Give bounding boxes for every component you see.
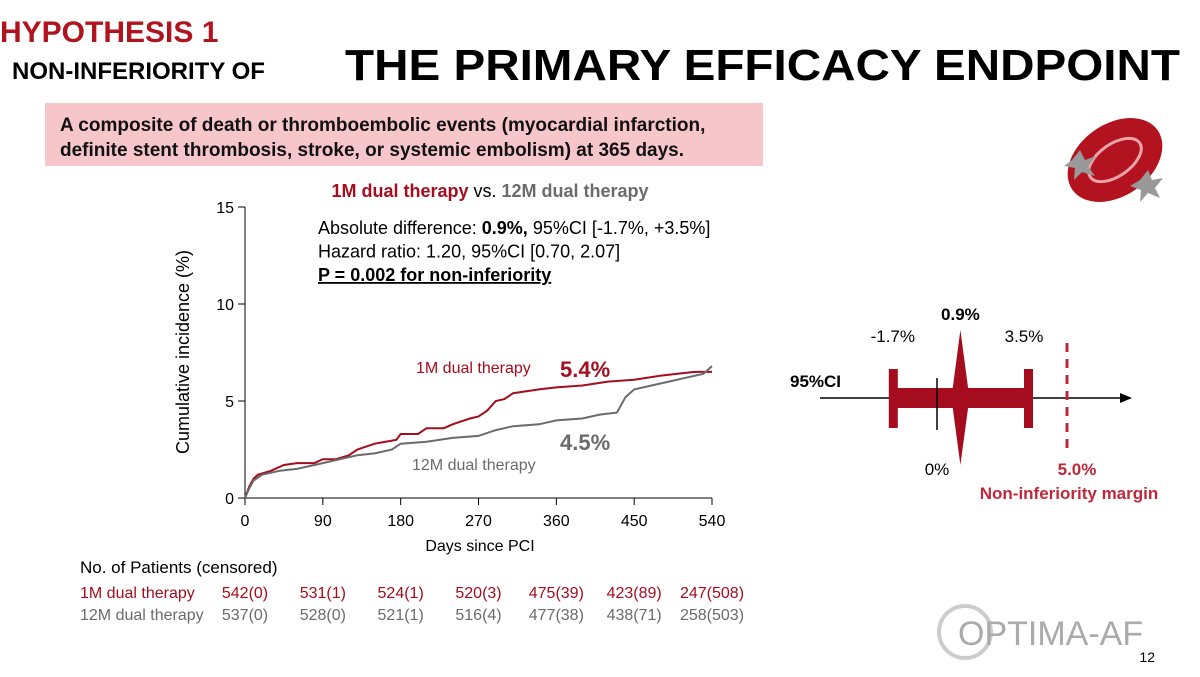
series-label: 12M dual therapy bbox=[412, 457, 536, 474]
title-part: 12M dual therapy bbox=[502, 181, 649, 201]
forest-arrow bbox=[1120, 393, 1132, 403]
ci-label: 95%CI bbox=[790, 372, 841, 391]
risk-row-name: 12M dual therapy bbox=[80, 607, 204, 624]
margin-text: Non-inferiority margin bbox=[980, 484, 1159, 503]
brand: OPTIMA-AF bbox=[937, 604, 1143, 660]
definition-line: definite stent thrombosis, stroke, or sy… bbox=[60, 140, 684, 161]
series-line bbox=[244, 365, 713, 499]
forest-plot: 95%CI -1.7% 3.5% 0.9% 0% 5.0% Non-inferiority … bbox=[790, 305, 1158, 503]
x-axis-label: Days since PCI bbox=[425, 538, 534, 555]
y-axis-label: Cumulative incidence (%) bbox=[173, 250, 193, 454]
x-tick-label: 270 bbox=[465, 513, 492, 530]
risk-cell: 258(503) bbox=[680, 607, 744, 624]
risk-table-title: No. of Patients (censored) bbox=[80, 558, 277, 577]
ci-low-label: -1.7% bbox=[871, 327, 915, 346]
title-part: 1M dual therapy bbox=[331, 181, 468, 201]
stats-line: Absolute difference: 0.9%, 95%CI [-1.7%,… bbox=[318, 218, 710, 238]
risk-cell: 516(4) bbox=[455, 607, 501, 624]
title-large: THE PRIMARY EFFICACY ENDPOINT bbox=[345, 41, 1180, 90]
x-tick-label: 360 bbox=[543, 513, 570, 530]
series-line bbox=[244, 370, 712, 499]
risk-cell: 531(1) bbox=[300, 585, 346, 602]
risk-cell: 423(89) bbox=[607, 585, 662, 602]
series-final-label: 4.5% bbox=[560, 430, 610, 455]
zero-label: 0% bbox=[925, 460, 950, 479]
title-part: vs. bbox=[468, 181, 501, 201]
definition-line: A composite of death or thromboembolic e… bbox=[60, 115, 705, 136]
risk-cell: 475(39) bbox=[529, 585, 584, 602]
risk-cell: 438(71) bbox=[607, 607, 662, 624]
x-tick-label: 180 bbox=[387, 513, 414, 530]
definition-box bbox=[45, 103, 763, 166]
risk-row-name: 1M dual therapy bbox=[80, 585, 195, 602]
estimate-diamond bbox=[951, 330, 970, 465]
brand-text: OPTIMA-AF bbox=[958, 615, 1143, 653]
risk-cell: 477(38) bbox=[529, 607, 584, 624]
ci-high-label: 3.5% bbox=[1005, 327, 1044, 346]
title-small: NON-INFERIORITY OF bbox=[12, 58, 265, 85]
kicker: HYPOTHESIS 1 bbox=[0, 16, 218, 49]
risk-cell: 528(0) bbox=[300, 607, 346, 624]
stats-part: 95%CI [-1.7%, +3.5%] bbox=[528, 218, 711, 238]
stats-part: Hazard ratio: 1.20, 95%CI [0.70, 2.07] bbox=[318, 242, 620, 262]
chart: 1M dual therapy vs. 12M dual therapy Abso… bbox=[80, 181, 744, 624]
stats-part: 0.9%, bbox=[482, 218, 528, 238]
risk-cell: 247(508) bbox=[680, 585, 744, 602]
stats-line: P = 0.002 for non-inferiority bbox=[318, 265, 551, 285]
y-tick-label: 0 bbox=[225, 491, 234, 508]
margin-label: 5.0% bbox=[1058, 460, 1097, 479]
y-tick-label: 5 bbox=[225, 394, 234, 411]
series-final-label: 5.4% bbox=[560, 357, 610, 382]
x-tick-label: 450 bbox=[621, 513, 648, 530]
series-label: 1M dual therapy bbox=[416, 360, 531, 377]
chart-title: 1M dual therapy vs. 12M dual therapy bbox=[331, 181, 648, 201]
ci-cap-high bbox=[1024, 369, 1033, 428]
x-tick-label: 0 bbox=[241, 513, 250, 530]
stats-part: Absolute difference: bbox=[318, 218, 482, 238]
risk-cell: 542(0) bbox=[222, 585, 268, 602]
logo-icon bbox=[1064, 118, 1163, 202]
ci-cap-low bbox=[888, 369, 898, 428]
risk-cell: 520(3) bbox=[455, 585, 501, 602]
risk-cell: 524(1) bbox=[378, 585, 424, 602]
stats-line: Hazard ratio: 1.20, 95%CI [0.70, 2.07] bbox=[318, 242, 620, 262]
x-tick-label: 540 bbox=[699, 513, 726, 530]
risk-cell: 537(0) bbox=[222, 607, 268, 624]
estimate-label: 0.9% bbox=[941, 305, 980, 324]
y-tick-label: 10 bbox=[216, 297, 234, 314]
risk-cell: 521(1) bbox=[378, 607, 424, 624]
page-number: 12 bbox=[1139, 649, 1155, 665]
y-tick-label: 15 bbox=[216, 200, 234, 217]
stats-part: P = 0.002 for non-inferiority bbox=[318, 265, 551, 285]
x-tick-label: 90 bbox=[314, 513, 332, 530]
